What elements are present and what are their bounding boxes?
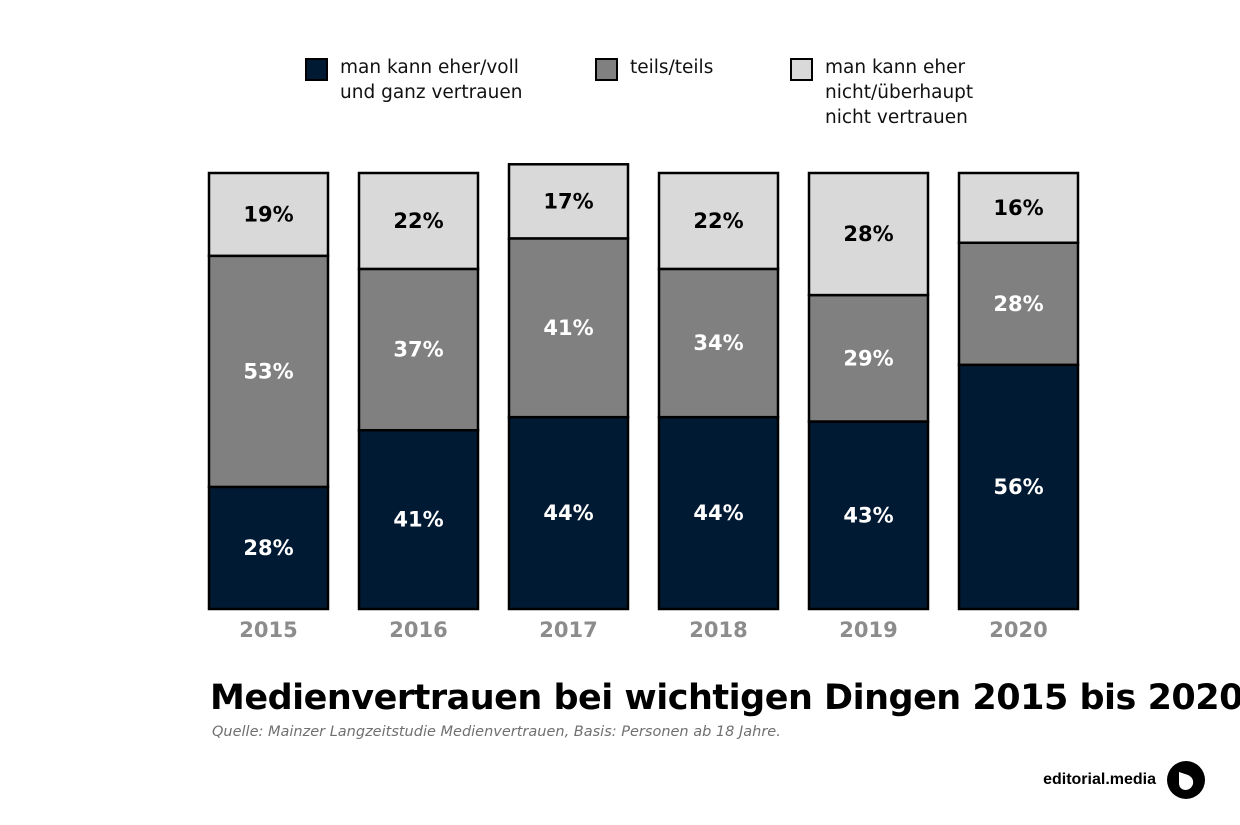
data-label-2017-series-3: 17%	[543, 189, 593, 213]
data-label-2018-series-2: 34%	[693, 331, 743, 355]
data-label-2019-series-2: 29%	[843, 346, 893, 370]
data-label-2015-series-1: 28%	[243, 536, 293, 560]
data-label-2020-series-2: 28%	[993, 292, 1043, 316]
x-tick-label-2020: 2020	[989, 618, 1047, 642]
x-tick-label-2019: 2019	[839, 618, 897, 642]
data-label-2015-series-2: 53%	[243, 359, 293, 383]
data-label-2020-series-3: 16%	[993, 196, 1043, 220]
x-tick-label-2016: 2016	[389, 618, 447, 642]
data-label-2016-series-3: 22%	[393, 209, 443, 233]
brand: editorial.media	[1043, 760, 1206, 800]
data-label-2018-series-3: 22%	[693, 209, 743, 233]
data-label-2016-series-2: 37%	[393, 338, 443, 362]
data-label-2019-series-1: 43%	[843, 503, 893, 527]
data-label-2017-series-2: 41%	[543, 316, 593, 340]
x-tick-label-2018: 2018	[689, 618, 747, 642]
data-label-2019-series-3: 28%	[843, 222, 893, 246]
stacked-bar-chart: 28% 53% 19% 2015 41% 37% 22% 2016 44% 41% 17% 2017 4…	[0, 0, 1240, 660]
brand-name: editorial.media	[1043, 771, 1156, 789]
data-label-2015-series-3: 19%	[243, 202, 293, 226]
chart-source-note: Quelle: Mainzer Langzeitstudie Medienver…	[212, 724, 781, 740]
data-label-2018-series-1: 44%	[693, 501, 743, 525]
data-label-2020-series-1: 56%	[993, 475, 1043, 499]
x-tick-label-2017: 2017	[539, 618, 597, 642]
x-tick-label-2015: 2015	[239, 618, 297, 642]
chart-title: Medienvertrauen bei wichtigen Dingen 201…	[210, 678, 1240, 718]
editorial-media-logo-icon	[1166, 760, 1206, 800]
data-label-2017-series-1: 44%	[543, 501, 593, 525]
data-label-2016-series-1: 41%	[393, 508, 443, 532]
